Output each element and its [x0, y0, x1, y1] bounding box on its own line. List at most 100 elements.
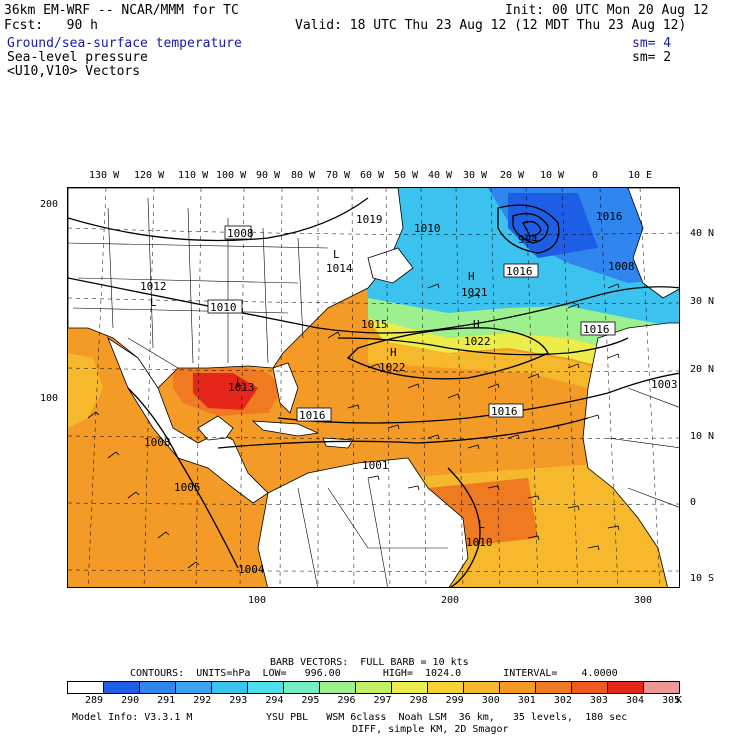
- valid-time: Valid: 18 UTC Thu 23 Aug 12 (12 MDT Thu …: [295, 18, 687, 33]
- florida: [272, 362, 299, 414]
- pressure-label-group: 1008 1012 1010 1019 1010 1014 1021 1016 …: [140, 210, 678, 576]
- colorbar-swatch: [607, 682, 643, 693]
- cuba: [251, 420, 320, 437]
- pressure-label: 1016: [583, 323, 610, 336]
- colorbar-swatch: [319, 682, 355, 693]
- colorbar-label: 298: [409, 695, 428, 706]
- colorbar-label: 299: [445, 695, 464, 706]
- lat-tick: 40 N: [690, 228, 715, 239]
- grid-x-tick: 200: [441, 595, 460, 606]
- colorbar-swatch: [463, 682, 499, 693]
- colorbar-swatch: [211, 682, 247, 693]
- pressure-box: [503, 263, 539, 278]
- grid-x-tick: 300: [634, 595, 653, 606]
- colorbar-label: 300: [481, 695, 500, 706]
- map-svg: 1008 1012 1010 1019 1010 1014 1021 1016 …: [68, 188, 679, 587]
- lon-tick: 110 W: [178, 170, 209, 181]
- pressure-label: 1008: [608, 260, 635, 273]
- pressure-box: [488, 403, 524, 418]
- land-masses: [68, 188, 679, 587]
- colorbar-swatch: [247, 682, 283, 693]
- lon-tick: 70 W: [326, 170, 351, 181]
- barb-legend: BARB VECTORS: FULL BARB = 10 kts: [270, 657, 469, 668]
- grid-y-tick: 200: [40, 199, 59, 210]
- colorbar-label: 289: [85, 695, 104, 706]
- pressure-label: 1014: [326, 262, 353, 275]
- lon-tick: 90 W: [256, 170, 281, 181]
- lon-tick: 60 W: [360, 170, 385, 181]
- pressure-centers: L H H H L L L: [150, 248, 485, 531]
- low-center: L: [236, 376, 243, 389]
- pressure-box: [296, 407, 332, 422]
- pressure-box: [207, 299, 243, 314]
- model-title: 36km EM-WRF -- NCAR/MMM for TC: [4, 3, 239, 18]
- map-panel: 1008 1012 1010 1019 1010 1014 1021 1016 …: [67, 187, 680, 588]
- colorbar-unit: K: [676, 695, 683, 706]
- pressure-label: 1012: [140, 280, 167, 293]
- colorbar-label: 305: [662, 695, 681, 706]
- colorbar-label: 302: [553, 695, 572, 706]
- forecast-hour: Fcst: 90 h: [4, 18, 98, 33]
- colorbar-label: 291: [157, 695, 176, 706]
- colorbar-swatch: [571, 682, 607, 693]
- colorbar-swatch: [139, 682, 175, 693]
- lon-tick: 0: [592, 170, 599, 181]
- pressure-label: 1013: [228, 381, 255, 394]
- newfoundland: [367, 247, 414, 284]
- pressure-label: 1015: [361, 318, 388, 331]
- wind-barbs: [87, 283, 620, 569]
- pressure-label: 1001: [362, 459, 389, 472]
- colorbar-label: 292: [193, 695, 212, 706]
- pressure-label: 1008: [227, 227, 254, 240]
- colorbar-swatch: [535, 682, 571, 693]
- lon-tick: 100 W: [216, 170, 247, 181]
- lat-tick: 0: [690, 497, 697, 508]
- colorbar-swatch: [355, 682, 391, 693]
- lon-tick: 120 W: [134, 170, 165, 181]
- lon-tick: 20 W: [500, 170, 525, 181]
- lon-tick: 40 W: [428, 170, 453, 181]
- colorbar-label: 294: [265, 695, 284, 706]
- field-slp: Sea-level pressure: [7, 50, 148, 65]
- lat-tick: 30 N: [690, 296, 715, 307]
- low-center: L: [478, 518, 485, 531]
- colorbar-label: 293: [229, 695, 248, 706]
- lat-tick: 20 N: [690, 364, 715, 375]
- pressure-label: 1022: [464, 335, 491, 348]
- pressure-box: [224, 225, 252, 240]
- high-center: H: [468, 270, 475, 283]
- colorbar-labels: 289 290 291 292 293 294 295 296 297 298 …: [67, 695, 680, 707]
- mexico-central-america: [107, 336, 269, 504]
- lon-tick: 130 W: [89, 170, 120, 181]
- diffusion-info: DIFF, simple KM, 2D Smagor: [352, 724, 509, 735]
- pressure-label: 994: [518, 233, 538, 246]
- pressure-box: [580, 321, 616, 336]
- pressure-label: 1008: [144, 436, 171, 449]
- pressure-label: 1003: [651, 378, 678, 391]
- pressure-label: 1010: [210, 301, 237, 314]
- south-america: [257, 457, 469, 587]
- colorbar-label: 297: [373, 695, 392, 706]
- grid-x-tick: 100: [248, 595, 267, 606]
- yucatan: [197, 415, 234, 441]
- lon-tick: 80 W: [291, 170, 316, 181]
- colorbar-label: 304: [625, 695, 644, 706]
- pressure-label: 1016: [491, 405, 518, 418]
- pressure-label: 1022: [379, 361, 406, 374]
- lat-tick: 10 S: [690, 573, 715, 584]
- pressure-label: 1016: [299, 409, 326, 422]
- low-center: L: [333, 248, 340, 261]
- contour-legend: CONTOURS: UNITS=hPa LOW= 996.00 HIGH= 10…: [130, 668, 618, 679]
- lon-tick: 10 E: [628, 170, 653, 181]
- grid-y-tick: 100: [40, 393, 59, 404]
- high-center: H: [473, 318, 480, 331]
- colorbar-label: 295: [301, 695, 320, 706]
- colorbar-swatch: [103, 682, 139, 693]
- colorbar-swatch: [391, 682, 427, 693]
- lat-tick: 10 N: [690, 431, 715, 442]
- colorbar-label: 303: [589, 695, 608, 706]
- pressure-label: 1005: [174, 481, 201, 494]
- lon-tick: 10 W: [540, 170, 565, 181]
- field-sst-smoothing: sm= 4: [632, 36, 672, 51]
- pressure-label: 1004: [238, 563, 265, 576]
